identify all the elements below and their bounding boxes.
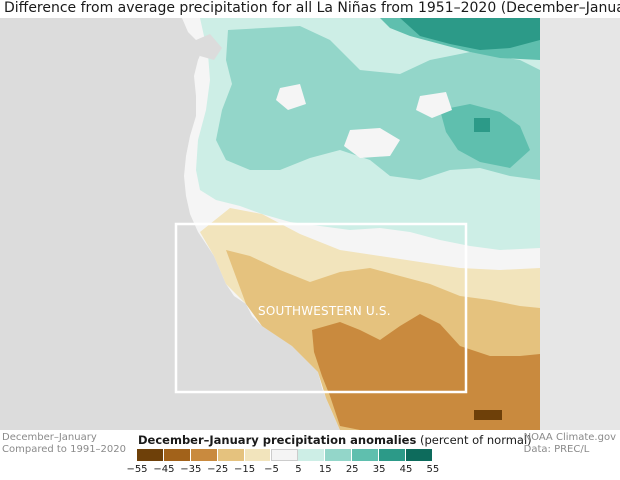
legend-swatch — [379, 449, 406, 461]
legend-swatch — [298, 449, 326, 461]
footer-period: December–January — [2, 432, 97, 443]
legend-tick-label: −45 — [153, 464, 175, 475]
neutral-pocket-1 — [344, 128, 400, 158]
wet-spot — [474, 118, 490, 132]
legend-tick-label: −55 — [126, 464, 148, 475]
legend-swatch — [325, 449, 353, 461]
footer-left: December–January Compared to 1991–2020 — [2, 432, 126, 456]
neutral-pocket-2 — [416, 92, 452, 118]
footer-right: NOAA Climate.gov Data: PREC/L — [524, 432, 616, 456]
legend-tick-label: −15 — [234, 464, 256, 475]
legend-swatch — [217, 449, 245, 461]
legend-swatch — [163, 449, 191, 461]
southwest-region-box — [174, 222, 468, 394]
legend-tick-label: 25 — [345, 464, 359, 475]
legend-tick-label: −25 — [207, 464, 229, 475]
legend-tick-label: 35 — [372, 464, 386, 475]
legend-title-main: December–January precipitation anomalies — [138, 433, 417, 447]
legend-swatch — [190, 449, 218, 461]
legend-tick-label: −5 — [264, 464, 279, 475]
legend-title: December–January precipitation anomalies… — [138, 433, 532, 447]
wet-region-strongest — [400, 18, 540, 50]
legend-swatch — [244, 449, 272, 461]
legend-swatch — [352, 449, 380, 461]
legend-title-unit: (percent of normal) — [416, 433, 532, 447]
legend-swatch — [405, 449, 433, 461]
legend-colorbar — [137, 449, 433, 461]
neutral-pocket-3 — [276, 84, 306, 110]
legend-tick-label: 45 — [399, 464, 413, 475]
legend-tick-label: 5 — [295, 464, 302, 475]
legend-swatch — [137, 449, 164, 461]
footer-source: NOAA Climate.gov — [523, 432, 616, 443]
legend-tick-label: −35 — [180, 464, 202, 475]
southwest-region-label: SOUTHWESTERN U.S. — [258, 304, 391, 318]
legend-tick-label: 15 — [318, 464, 332, 475]
land-outside-domain — [540, 18, 620, 430]
footer-baseline: Compared to 1991–2020 — [2, 444, 127, 455]
dry-spot — [474, 410, 502, 420]
dry-region-strong-2 — [330, 390, 380, 430]
land-inlet — [196, 34, 222, 60]
map-title: Difference from average precipitation fo… — [4, 0, 620, 16]
legend-tick-label: 55 — [426, 464, 440, 475]
legend-tick-labels: −55 −45 −35 −25 −15 −5 5 15 25 35 45 55 — [0, 464, 620, 478]
footer-data: Data: PREC/L — [523, 444, 590, 455]
precipitation-anomaly-map — [0, 18, 620, 430]
wet-region-strong-2 — [440, 104, 530, 168]
legend-swatch — [271, 449, 299, 461]
